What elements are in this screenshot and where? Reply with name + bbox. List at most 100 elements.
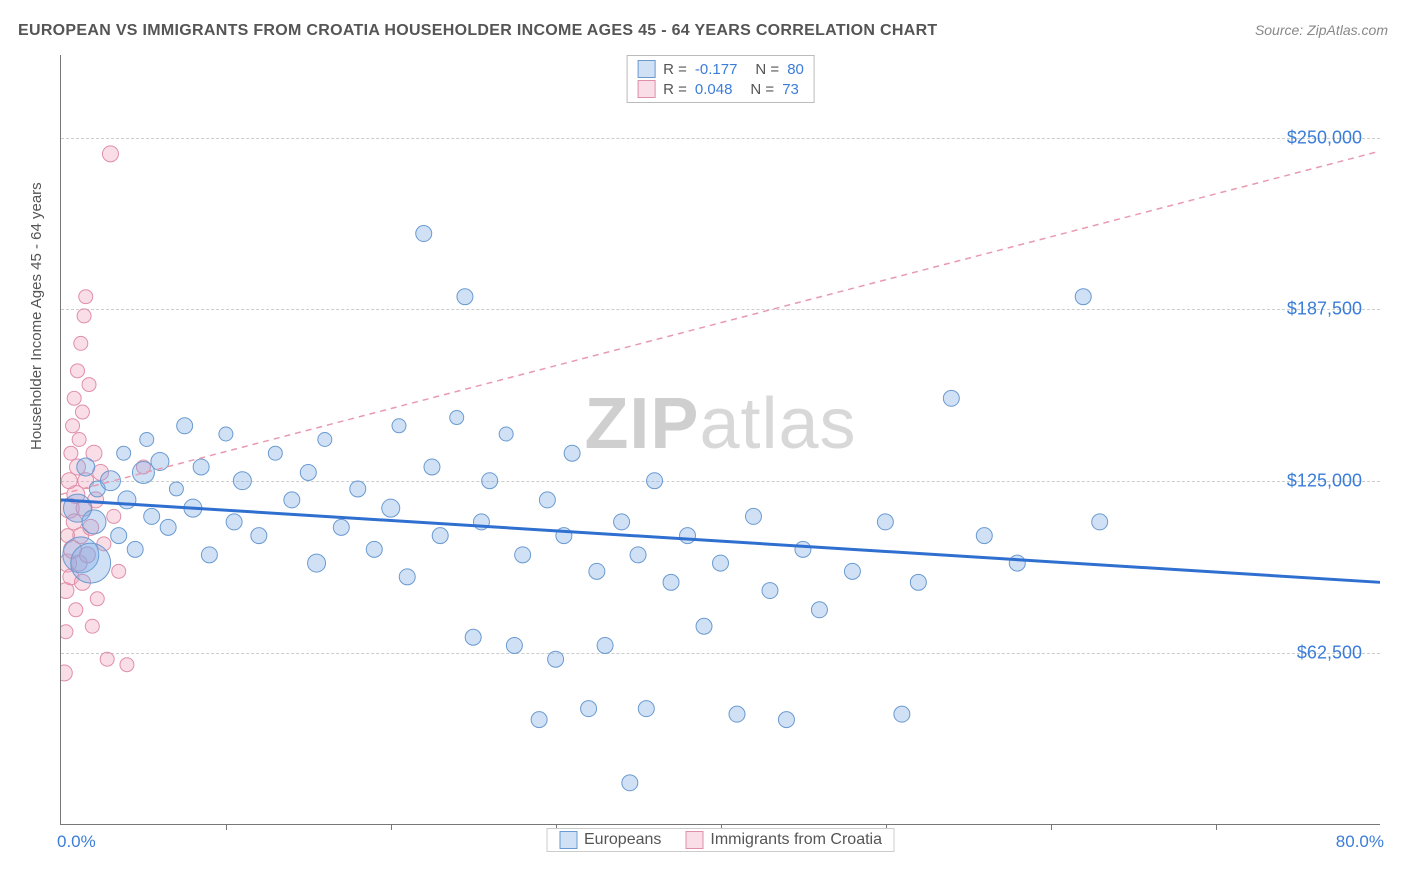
point-europeans [581, 701, 597, 717]
point-europeans [614, 514, 630, 530]
correlation-row-europeans: R = -0.177 N = 80 [637, 59, 804, 79]
point-europeans [910, 574, 926, 590]
point-europeans [160, 519, 176, 535]
point-croatia [90, 592, 104, 606]
n-value-europeans: 80 [787, 61, 804, 78]
point-croatia [72, 433, 86, 447]
point-europeans [729, 706, 745, 722]
point-europeans [118, 491, 136, 509]
y-axis-label: Householder Income Ages 45 - 64 years [28, 182, 45, 450]
point-europeans [531, 712, 547, 728]
point-europeans [499, 427, 513, 441]
point-europeans [745, 508, 761, 524]
point-europeans [778, 712, 794, 728]
point-europeans [392, 419, 406, 433]
point-europeans [416, 226, 432, 242]
point-croatia [67, 391, 81, 405]
point-europeans [1009, 555, 1025, 571]
point-europeans [1075, 289, 1091, 305]
point-europeans [399, 569, 415, 585]
scatter-plot-svg [61, 55, 1380, 824]
point-europeans [111, 528, 127, 544]
point-europeans [77, 458, 95, 476]
swatch-croatia-icon [685, 831, 703, 849]
point-europeans [169, 482, 183, 496]
point-croatia [69, 603, 83, 617]
point-croatia [79, 290, 93, 304]
r-value-europeans: -0.177 [695, 61, 738, 78]
point-europeans [201, 547, 217, 563]
point-europeans [144, 508, 160, 524]
swatch-croatia-icon [637, 80, 655, 98]
point-europeans [318, 433, 332, 447]
legend-item-croatia: Immigrants from Croatia [685, 831, 882, 849]
point-europeans [71, 543, 111, 583]
point-europeans [219, 427, 233, 441]
point-europeans [894, 706, 910, 722]
chart-title: EUROPEAN VS IMMIGRANTS FROM CROATIA HOUS… [18, 22, 938, 40]
legend-label-europeans: Europeans [584, 831, 661, 849]
point-croatia [120, 658, 134, 672]
point-europeans [548, 651, 564, 667]
point-croatia [61, 625, 73, 639]
point-europeans [424, 459, 440, 475]
point-europeans [350, 481, 366, 497]
point-croatia [112, 564, 126, 578]
x-tick [1216, 824, 1217, 830]
point-europeans [597, 637, 613, 653]
point-europeans [795, 541, 811, 557]
point-europeans [663, 574, 679, 590]
point-croatia [107, 509, 121, 523]
point-europeans [233, 472, 251, 490]
point-europeans [844, 563, 860, 579]
point-europeans [506, 637, 522, 653]
chart-plot-area: ZIPatlas $62,500$125,000$187,500$250,000… [60, 55, 1380, 825]
point-croatia [61, 665, 72, 681]
point-croatia [82, 378, 96, 392]
point-croatia [74, 336, 88, 350]
x-tick [391, 824, 392, 830]
point-europeans [432, 528, 448, 544]
r-label: R = [663, 81, 687, 98]
source-attribution: Source: ZipAtlas.com [1255, 22, 1388, 38]
point-europeans [308, 554, 326, 572]
point-europeans [696, 618, 712, 634]
point-europeans [713, 555, 729, 571]
point-europeans [333, 519, 349, 535]
n-label: N = [755, 61, 779, 78]
trendline-croatia [61, 151, 1380, 494]
x-axis-end-label: 80.0% [1336, 832, 1384, 852]
point-europeans [226, 514, 242, 530]
n-value-croatia: 73 [782, 81, 799, 98]
point-europeans [539, 492, 555, 508]
point-europeans [450, 411, 464, 425]
point-croatia [100, 652, 114, 666]
correlation-legend: R = -0.177 N = 80 R = 0.048 N = 73 [626, 55, 815, 103]
point-europeans [82, 510, 106, 534]
n-label: N = [750, 81, 774, 98]
point-europeans [877, 514, 893, 530]
point-croatia [70, 364, 84, 378]
r-label: R = [663, 61, 687, 78]
correlation-row-croatia: R = 0.048 N = 73 [637, 79, 804, 99]
point-europeans [366, 541, 382, 557]
x-axis-start-label: 0.0% [57, 832, 96, 852]
point-europeans [482, 473, 498, 489]
point-europeans [762, 583, 778, 599]
point-europeans [589, 563, 605, 579]
point-europeans [117, 446, 131, 460]
point-europeans [647, 473, 663, 489]
point-croatia [85, 619, 99, 633]
legend-item-europeans: Europeans [559, 831, 661, 849]
point-croatia [66, 419, 80, 433]
point-europeans [177, 418, 193, 434]
point-europeans [300, 464, 316, 480]
point-europeans [140, 433, 154, 447]
point-europeans [284, 492, 300, 508]
x-tick [1051, 824, 1052, 830]
point-europeans [622, 775, 638, 791]
r-value-croatia: 0.048 [695, 81, 733, 98]
point-europeans [680, 528, 696, 544]
point-europeans [638, 701, 654, 717]
point-croatia [102, 146, 118, 162]
